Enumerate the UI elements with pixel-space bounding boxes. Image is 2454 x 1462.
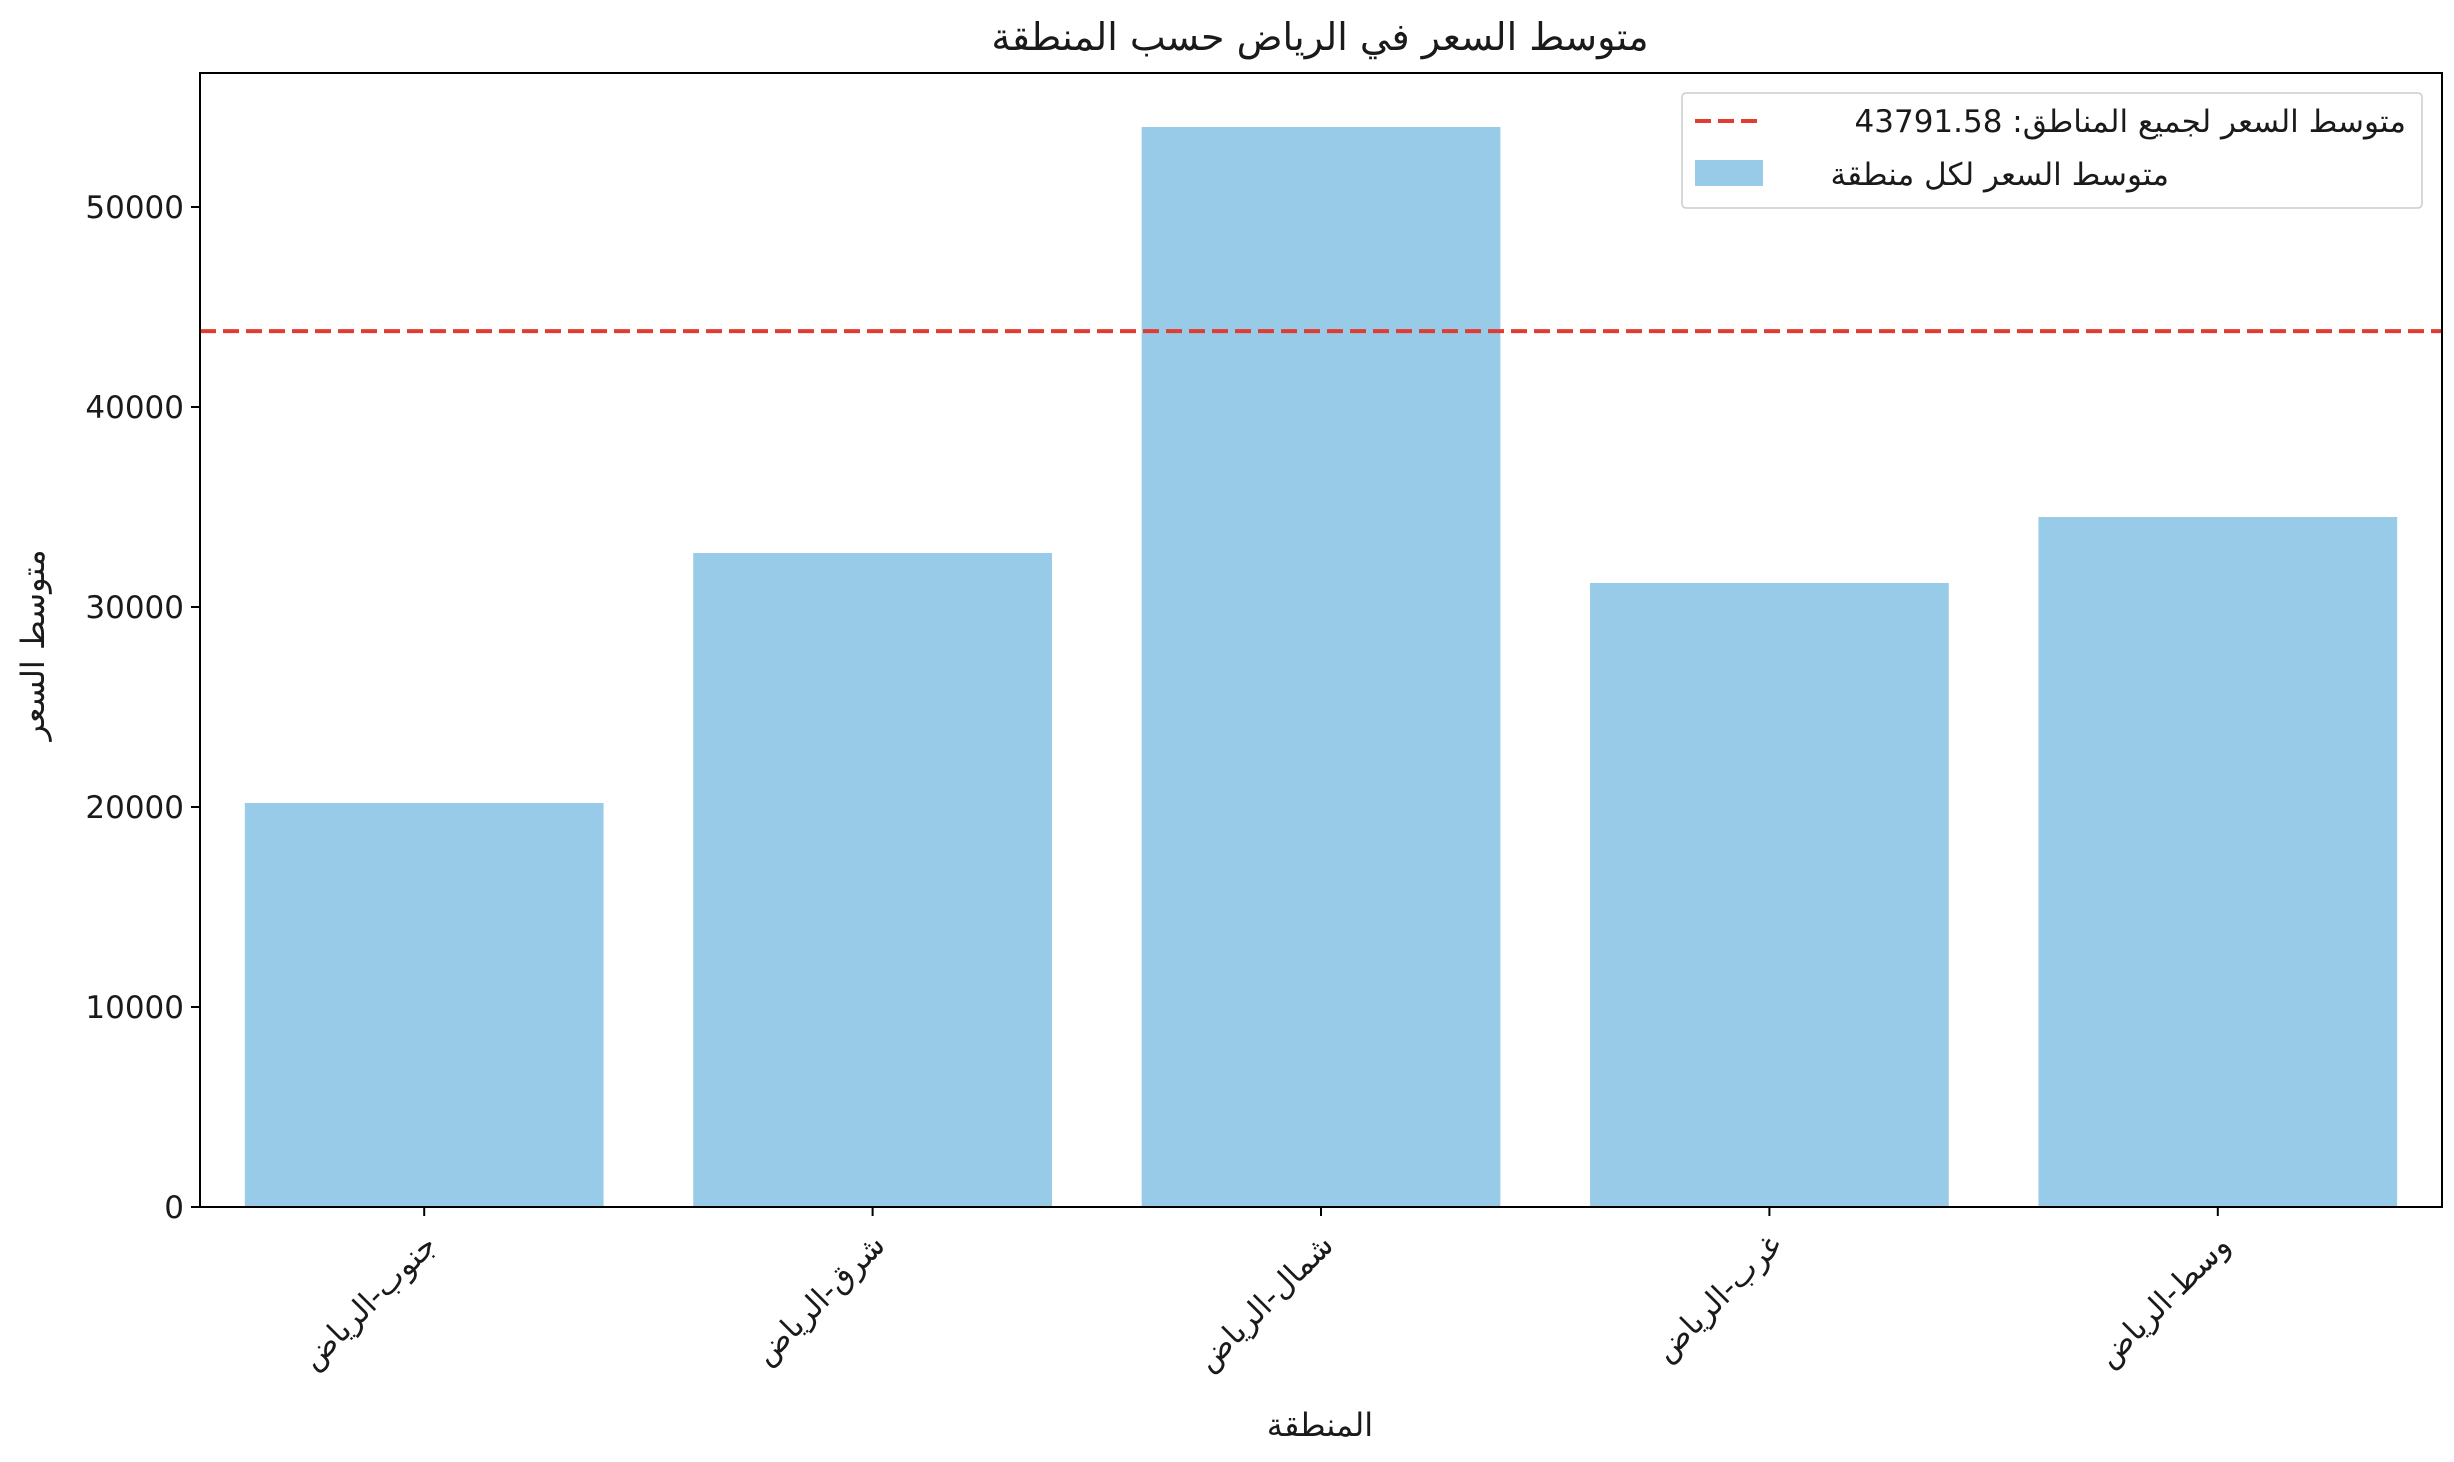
x-tick-label-4: غرب-الرياض — [1647, 1227, 1789, 1369]
x-axis-title: المنطقة — [1267, 1406, 1373, 1444]
y-tick-label-1: 0 — [164, 1190, 184, 1226]
x-tick-label-2: شرق-الرياض — [747, 1227, 892, 1372]
x-tick-label-1: جنوب-الرياض — [294, 1227, 444, 1377]
legend: متوسط السعر لجميع المناطق: 43791.58 متوس… — [1681, 92, 2423, 209]
bar-3 — [1141, 127, 1501, 1207]
legend-label-bars: متوسط السعر لكل منطقة — [1831, 157, 2169, 193]
y-tick-label-3: 20000 — [85, 790, 184, 826]
x-tick-label-5: وسط-الرياض — [2090, 1227, 2237, 1374]
x-axis: جنوب-الرياض شرق-الرياض شمال-الرياض غرب-الري… — [294, 1207, 2237, 1378]
legend-box — [1681, 92, 2423, 209]
y-axis: 0 10000 20000 30000 40000 50000 — [85, 190, 200, 1226]
y-tick-label-6: 50000 — [85, 190, 184, 226]
y-tick-label-4: 30000 — [85, 590, 184, 626]
bar-2 — [693, 553, 1052, 1207]
bar-5 — [2038, 517, 2398, 1207]
y-tick-label-2: 10000 — [85, 990, 184, 1026]
y-axis-title: متوسط السعر — [14, 550, 52, 743]
legend-label-reference-line: متوسط السعر لجميع المناطق: 43791.58 — [1855, 104, 2406, 140]
y-tick-label-5: 40000 — [85, 390, 184, 426]
bars-group — [244, 127, 2398, 1207]
x-tick-label-3: شمال-الرياض — [1190, 1227, 1341, 1378]
chart-title: متوسط السعر في الرياض حسب المنطقة — [991, 15, 1648, 60]
bar-1 — [244, 803, 604, 1207]
legend-swatch-bars — [1695, 160, 1763, 186]
bar-4 — [1590, 583, 1949, 1207]
